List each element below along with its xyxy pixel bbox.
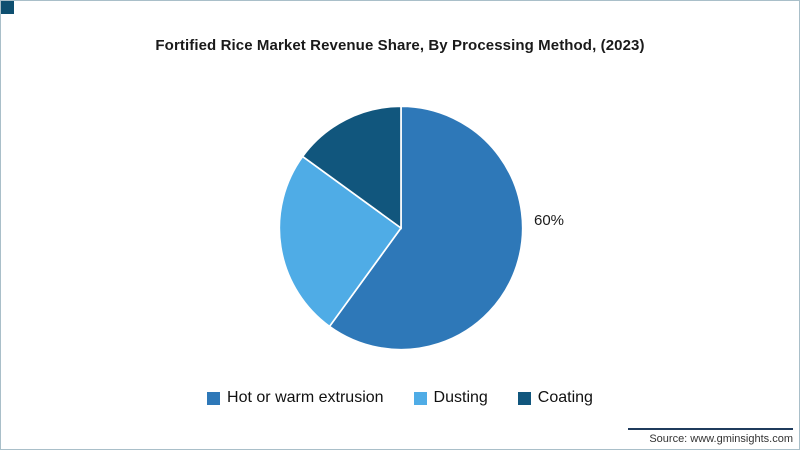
chart-title: Fortified Rice Market Revenue Share, By …: [155, 37, 645, 54]
corner-logo-mark: [1, 1, 14, 14]
legend-swatch-icon: [413, 391, 427, 405]
legend-label: Hot or warm extrusion: [227, 389, 384, 406]
pie-slice-2: [301, 105, 402, 230]
legend-label: Coating: [537, 389, 593, 406]
legend-item-2: Coating: [517, 389, 593, 407]
pie-data-label: 60%: [534, 212, 565, 229]
legend-item-1: Dusting: [413, 389, 488, 407]
pie-chart-area: [276, 103, 526, 353]
pie-slice-0: [328, 105, 524, 351]
legend: Hot or warm extrusion Dusting Coating: [1, 389, 799, 407]
source-text: Source: www.gminsights.com: [649, 433, 793, 445]
legend-item-0: Hot or warm extrusion: [207, 389, 384, 407]
source-block: Source: www.gminsights.com: [628, 428, 793, 445]
legend-label: Dusting: [433, 389, 488, 406]
pie-slice-1: [278, 155, 403, 328]
pie-chart: [278, 105, 524, 351]
legend-swatch-icon: [517, 391, 531, 405]
source-divider: [628, 428, 793, 430]
legend-swatch-icon: [207, 391, 221, 405]
